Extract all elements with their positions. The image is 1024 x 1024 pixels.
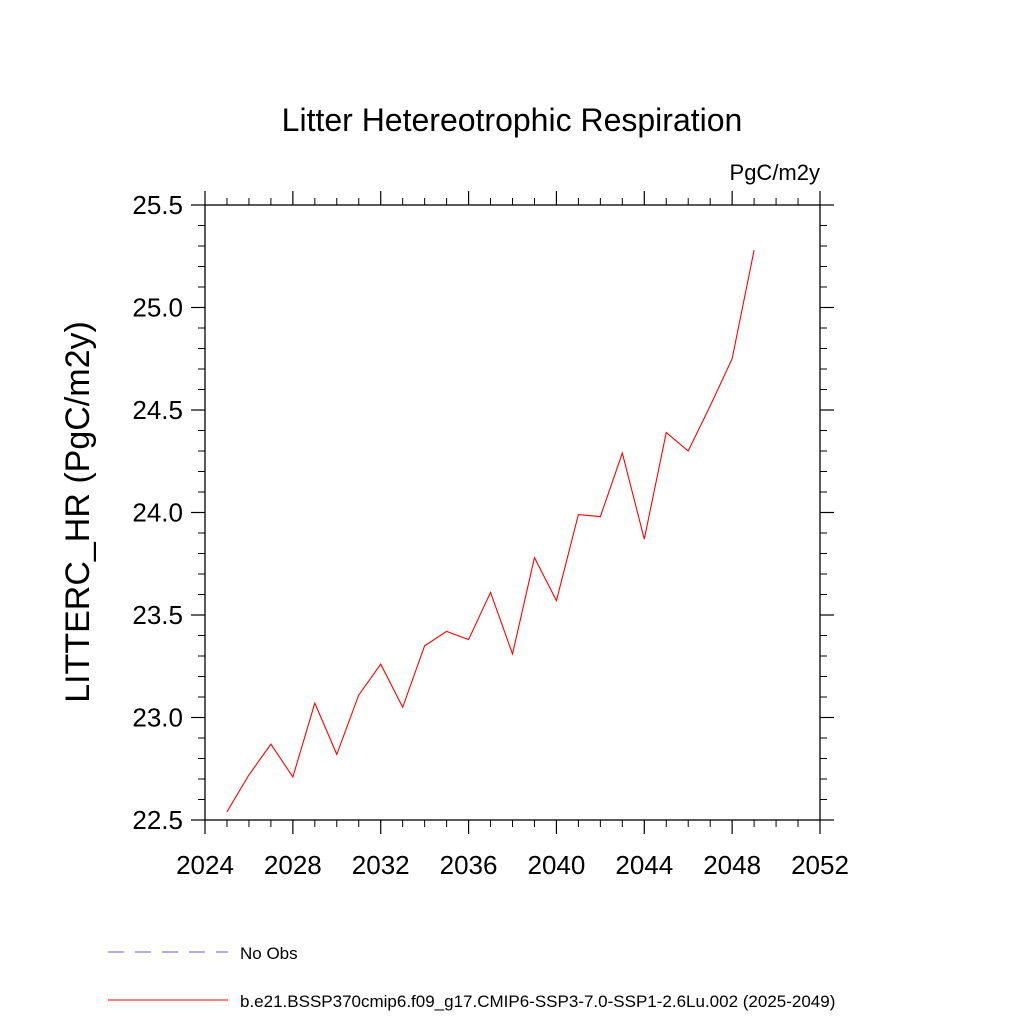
plot-frame bbox=[204, 204, 821, 821]
y-tick-label: 25.0 bbox=[132, 293, 183, 323]
legend-label: b.e21.BSSP370cmip6.f09_g17.CMIP6-SSP3-7.… bbox=[240, 992, 835, 1011]
y-tick-label: 22.5 bbox=[132, 805, 183, 835]
legend: No Obs b.e21.BSSP370cmip6.f09_g17.CMIP6-S… bbox=[108, 944, 835, 1011]
y-tick-label: 23.0 bbox=[132, 703, 183, 733]
legend-label: No Obs bbox=[240, 944, 298, 963]
y-tick-label: 24.0 bbox=[132, 498, 183, 528]
y-tick-label: 25.5 bbox=[132, 190, 183, 220]
y-axis-label: LITTERC_HR (PgC/m2y) bbox=[59, 321, 97, 703]
chart-title: Litter Hetereotrophic Respiration bbox=[282, 102, 743, 138]
x-tick-label: 2052 bbox=[791, 850, 849, 880]
x-tick-label: 2044 bbox=[615, 850, 673, 880]
ticks-layer: 2024 2028 2032 2036 2040 2044 2048 2052 22.5 23.0… bbox=[132, 190, 849, 880]
x-tick-label: 2032 bbox=[352, 850, 410, 880]
y-tick-label: 24.5 bbox=[132, 395, 183, 425]
units-label: PgC/m2y bbox=[730, 160, 820, 185]
series-line bbox=[226, 249, 755, 813]
x-tick-label: 2048 bbox=[703, 850, 761, 880]
x-tick-label: 2028 bbox=[264, 850, 322, 880]
x-tick-label: 2036 bbox=[440, 850, 498, 880]
series-layer bbox=[226, 249, 755, 813]
x-tick-label: 2040 bbox=[528, 850, 586, 880]
x-tick-label: 2024 bbox=[176, 850, 234, 880]
y-tick-label: 23.5 bbox=[132, 600, 183, 630]
